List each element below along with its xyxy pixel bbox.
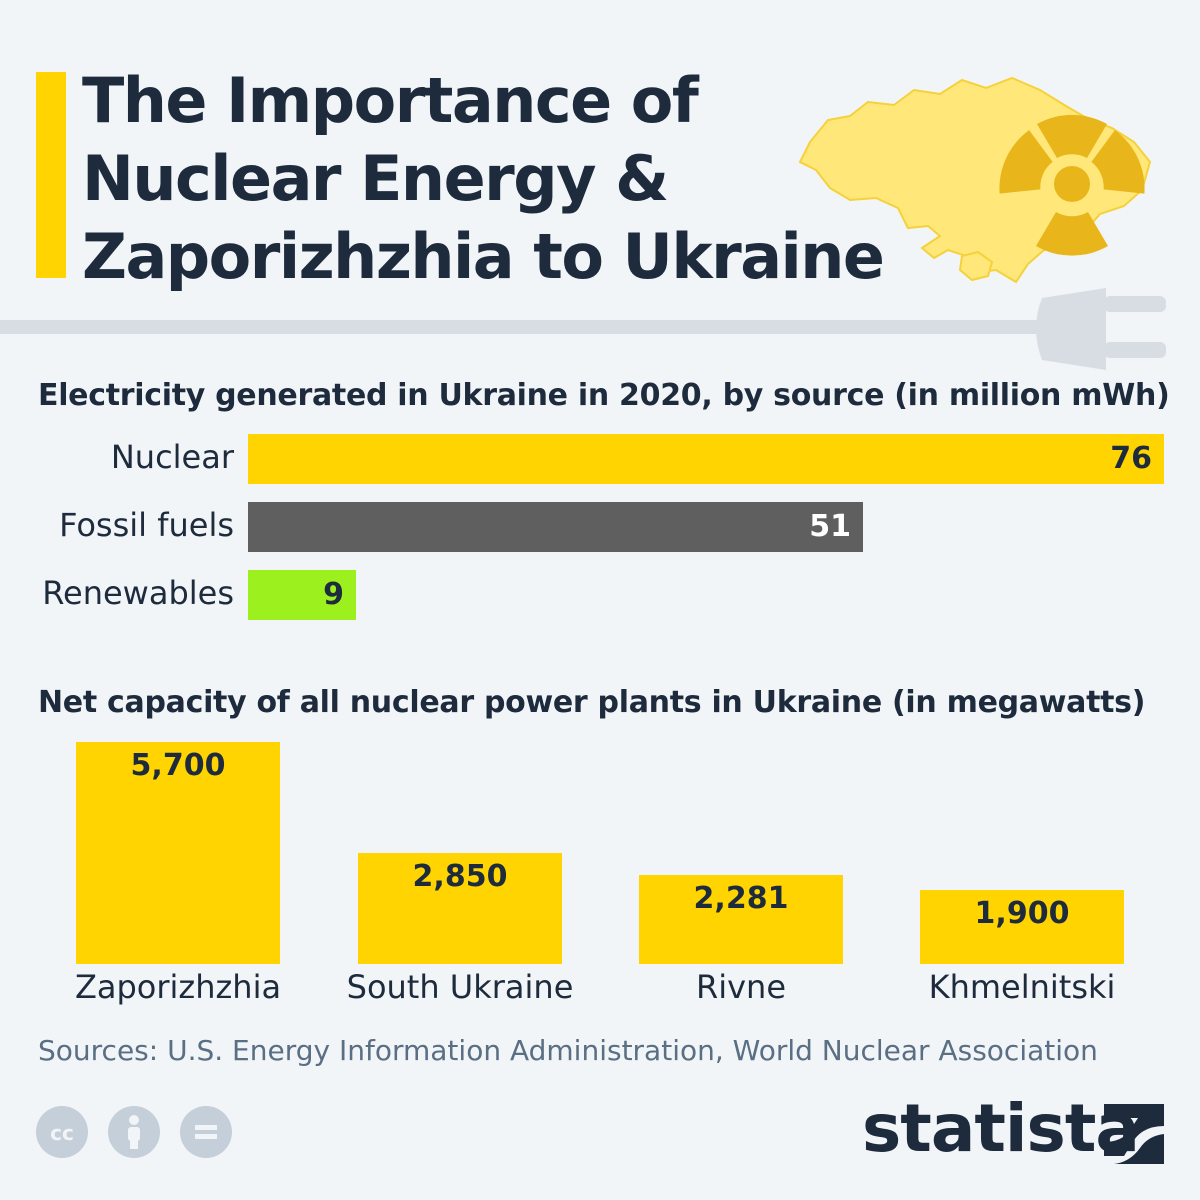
bar bbox=[920, 890, 1124, 964]
bar-label: Nuclear bbox=[110, 438, 234, 476]
ukraine-map-icon bbox=[798, 76, 1152, 284]
bar-value-label: 2,281 bbox=[693, 881, 789, 916]
bar-label: Fossil fuels bbox=[59, 506, 234, 544]
bar bbox=[639, 875, 843, 964]
category-label: Khmelnitski bbox=[928, 968, 1116, 1006]
attribution-icon bbox=[108, 1106, 160, 1158]
statista-logo-icon bbox=[1104, 1104, 1164, 1164]
title-line-2: Nuclear Energy & bbox=[82, 142, 669, 215]
bar-label: Renewables bbox=[42, 574, 234, 612]
bar bbox=[248, 502, 863, 552]
title-accent-bar bbox=[36, 72, 66, 278]
bar-value-label: 76 bbox=[1110, 441, 1152, 476]
power-plug-icon bbox=[0, 288, 1166, 370]
chart-2-title: Net capacity of all nuclear power plants… bbox=[38, 685, 1146, 720]
bar bbox=[358, 853, 562, 964]
bar bbox=[248, 570, 356, 620]
source-note: Sources: U.S. Energy Information Adminis… bbox=[38, 1034, 1098, 1067]
title-line-3: Zaporizhzhia to Ukraine bbox=[82, 220, 885, 293]
bar-value-label: 51 bbox=[809, 509, 851, 544]
no-derivatives-icon bbox=[180, 1106, 232, 1158]
category-label: Zaporizhzhia bbox=[74, 968, 282, 1006]
page-title: The Importance of Nuclear Energy & Zapor… bbox=[82, 62, 902, 296]
bar-value-label: 9 bbox=[323, 577, 344, 612]
svg-text:cc: cc bbox=[50, 1121, 74, 1145]
cc-icon: cc bbox=[36, 1106, 88, 1158]
bar-value-label: 1,900 bbox=[974, 896, 1070, 931]
radiation-icon bbox=[999, 114, 1145, 256]
title-line-1: The Importance of bbox=[82, 64, 699, 137]
bar-value-label: 2,850 bbox=[412, 859, 508, 894]
bar bbox=[76, 742, 280, 964]
category-label: South Ukraine bbox=[346, 968, 574, 1006]
statista-logo-text: statista bbox=[862, 1090, 1140, 1167]
bar bbox=[248, 434, 1164, 484]
chart-1-title: Electricity generated in Ukraine in 2020… bbox=[38, 378, 1170, 413]
bar-value-label: 5,700 bbox=[130, 748, 226, 783]
category-label: Rivne bbox=[695, 968, 787, 1006]
